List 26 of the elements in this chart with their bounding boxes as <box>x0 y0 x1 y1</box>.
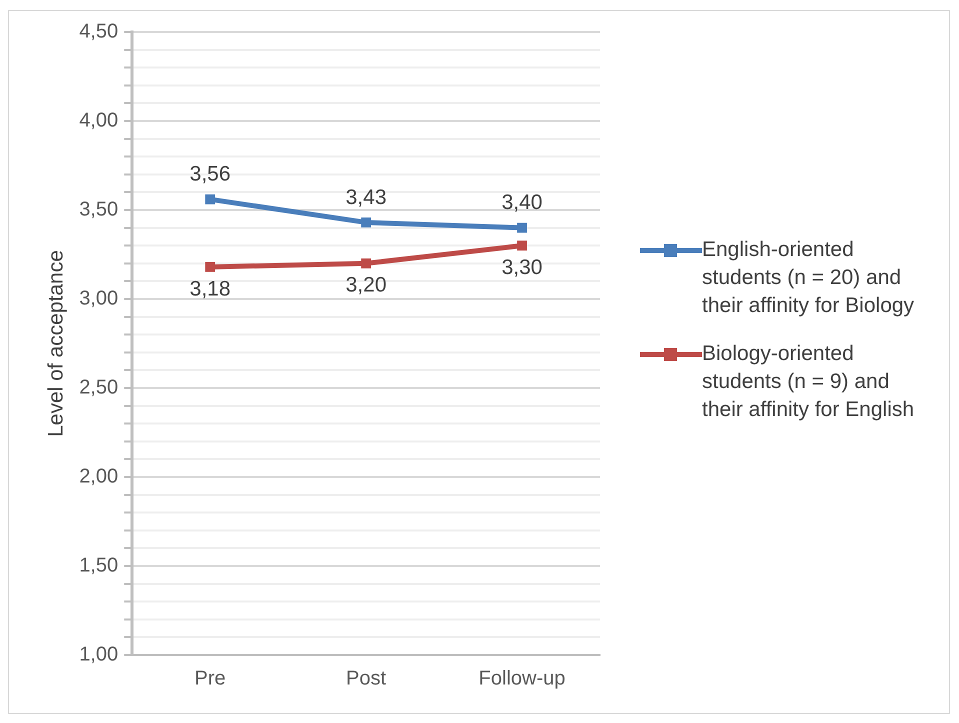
y-tick-label: 1,50 <box>79 554 118 577</box>
y-tick-label: 4,00 <box>79 110 118 132</box>
data-label: 3,18 <box>190 277 231 300</box>
point <box>205 194 216 204</box>
y-tick-label: 3,00 <box>79 288 118 310</box>
legend-label: Biology-oriented students (n = 9) and their affinity for English <box>702 341 916 423</box>
data-label: 3,20 <box>346 274 386 297</box>
point <box>361 218 372 228</box>
x-tick-label: Follow-up <box>478 668 566 690</box>
data-label: 3,30 <box>502 256 542 279</box>
data-label: 3,56 <box>190 162 231 186</box>
y-tick-label: 4,50 <box>79 20 118 43</box>
y-tick-label: 1,00 <box>79 644 118 666</box>
data-label: 3,43 <box>346 186 386 209</box>
y-axis-title: Level of acceptance <box>44 250 68 437</box>
point <box>205 262 216 272</box>
y-tick-label: 2,50 <box>79 376 118 399</box>
data-label: 3,40 <box>502 191 542 214</box>
legend-label: English-oriented students (n = 20) and their affinity for Biology <box>702 237 916 319</box>
y-tick-label: 2,00 <box>79 466 118 488</box>
point <box>517 240 527 251</box>
x-tick-label: Pre <box>194 668 226 690</box>
point <box>361 258 372 268</box>
y-tick-label: 3,50 <box>79 198 118 221</box>
point <box>517 222 527 233</box>
x-tick-label: Post <box>346 668 387 690</box>
